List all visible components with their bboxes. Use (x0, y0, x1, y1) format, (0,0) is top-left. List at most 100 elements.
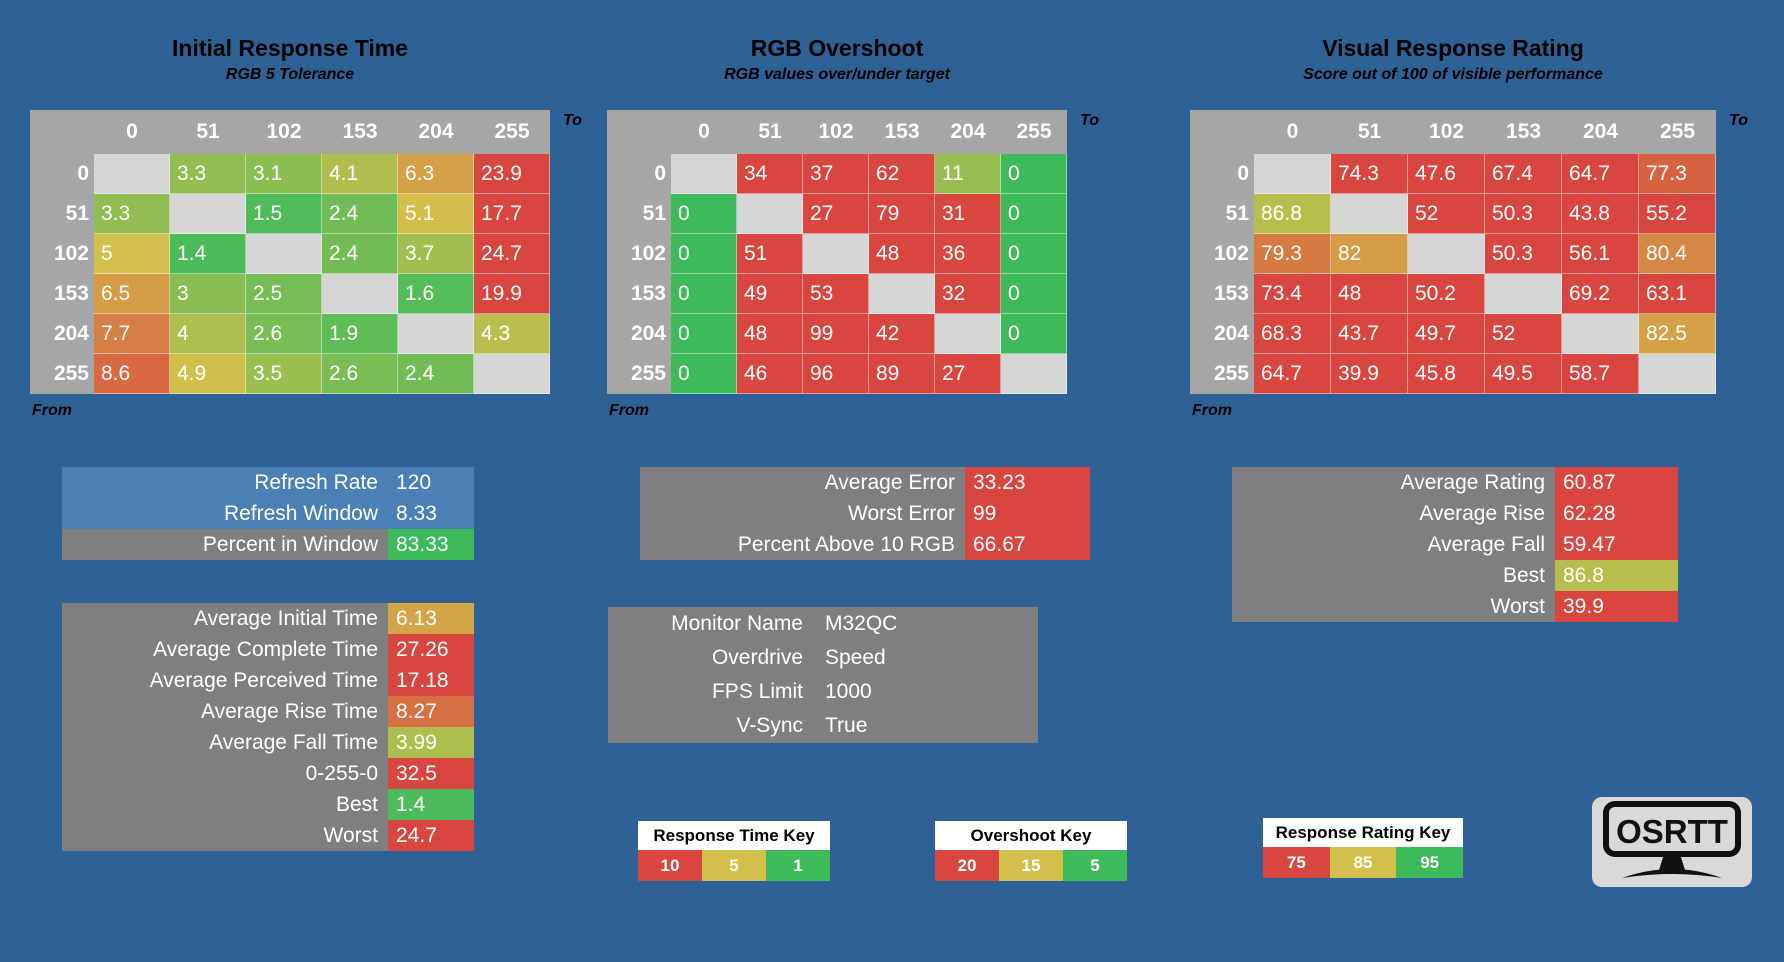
heatmap-cell: 0 (671, 314, 737, 354)
summary-label: Average Perceived Time (149, 668, 378, 692)
heatmap-cell (1001, 354, 1067, 394)
heatmap-cell: 0 (1001, 234, 1067, 274)
key-swatch: 10 (638, 850, 702, 881)
row-header: 51 (607, 194, 671, 234)
heatmap-cell: 79.3 (1254, 234, 1331, 274)
key-swatch: 85 (1329, 847, 1397, 878)
heatmap-cell (1562, 314, 1639, 354)
summary-row: Percent in Window 83.33 (62, 529, 474, 560)
summary-label: V-Sync (736, 714, 803, 737)
heatmap-cell: 0 (1001, 274, 1067, 314)
heatmap-cell (322, 274, 398, 314)
heatmap-cell: 0 (1001, 314, 1067, 354)
col-header: 0 (94, 110, 170, 154)
heatmap-cell: 82 (1331, 234, 1408, 274)
row-header: 102 (607, 234, 671, 274)
row-header: 0 (1190, 154, 1254, 194)
heatmap-cell: 49.5 (1485, 354, 1562, 394)
heatmap-cell (1485, 274, 1562, 314)
heatmap-cell: 23.9 (474, 154, 550, 194)
summary-row: Worst Error 99 (640, 498, 1090, 529)
heatmap-visual-response-rating: Visual Response Rating Score out of 100 … (1190, 26, 1748, 419)
heatmap-cell: 36 (935, 234, 1001, 274)
refresh-summary-panel: Refresh Rate 120 Refresh Window 8.33 Percent… (62, 467, 474, 560)
heatmap-rgb-overshoot: RGB Overshoot RGB values over/under targ… (607, 26, 1099, 419)
summary-value: M32QC (825, 612, 898, 635)
summary-row: Worst 24.7 (62, 820, 474, 851)
summary-label: Average Fall (1427, 532, 1545, 556)
col-header: 255 (474, 110, 550, 154)
axis-from-label: From (32, 402, 72, 419)
heatmap-cell: 73.4 (1254, 274, 1331, 314)
summary-value: 83.33 (388, 529, 474, 560)
heatmap-cell: 53 (803, 274, 869, 314)
summary-value: 62.28 (1555, 498, 1678, 529)
key-swatch: 95 (1396, 847, 1464, 878)
heatmap-cell: 1.9 (322, 314, 398, 354)
heatmap-cell: 86.8 (1254, 194, 1331, 234)
key-swatches: 20 15 5 (935, 850, 1127, 881)
heatmap-cell (671, 154, 737, 194)
table-title: Initial Response Time (171, 35, 409, 61)
axis-from-label: From (1192, 402, 1232, 419)
heatmap-cell: 5 (94, 234, 170, 274)
key-swatch: 5 (1063, 850, 1127, 881)
summary-label: Average Rise (1419, 501, 1545, 525)
axis-to-label: To (1080, 112, 1099, 129)
heatmap-cell: 96 (803, 354, 869, 394)
key-swatch: 15 (999, 850, 1063, 881)
col-header: 0 (1254, 110, 1331, 154)
summary-value: True (825, 714, 868, 737)
col-header: 204 (1562, 110, 1639, 154)
heatmap-cell (803, 234, 869, 274)
summary-row: Average Rise Time 8.27 (62, 696, 474, 727)
row-header: 204 (30, 314, 94, 354)
key-swatches: 75 85 95 (1263, 847, 1464, 878)
summary-value: 120 (396, 470, 432, 494)
heatmap-cell: 69.2 (1562, 274, 1639, 314)
summary-row: Best 86.8 (1232, 560, 1678, 591)
row-header: 204 (607, 314, 671, 354)
overshoot-summary-panel: Average Error 33.23 Worst Error 99 Percent A… (640, 467, 1090, 560)
summary-value: 17.18 (388, 665, 474, 696)
summary-value: 8.33 (396, 501, 437, 525)
heatmap-cell: 2.6 (246, 314, 322, 354)
summary-value: 27.26 (388, 634, 474, 665)
heatmap-cell: 50.3 (1485, 194, 1562, 234)
heatmap-cell: 31 (935, 194, 1001, 234)
heatmap-cell: 8.6 (94, 354, 170, 394)
heatmap-cell (474, 354, 550, 394)
heatmap-cell: 56.1 (1562, 234, 1639, 274)
heatmap-cell: 43.8 (1562, 194, 1639, 234)
summary-label: Refresh Window (223, 501, 378, 525)
summary-row: Average Perceived Time 17.18 (62, 665, 474, 696)
heatmap-cell: 3.3 (94, 194, 170, 234)
heatmap-cell: 4 (170, 314, 246, 354)
heatmap-cell (869, 274, 935, 314)
row-header: 255 (1190, 354, 1254, 394)
heatmap-cell: 4.9 (170, 354, 246, 394)
col-header: 51 (170, 110, 246, 154)
summary-label: Overdrive (711, 646, 803, 669)
heatmap-cell: 0 (1001, 154, 1067, 194)
heatmap-grid: 0 51 102 153 204 255 0 3.3 3.1 4.1 6.3 23.9 51 3.3 1.5… (30, 110, 550, 394)
summary-label: Average Complete Time (153, 637, 378, 661)
heatmap-cell: 50.3 (1485, 234, 1562, 274)
heatmap-cell: 19.9 (474, 274, 550, 314)
logo-text: OSRTT (1616, 813, 1728, 850)
heatmap-cell: 45.8 (1408, 354, 1485, 394)
heatmap-cell: 2.4 (322, 194, 398, 234)
row-header: 153 (30, 274, 94, 314)
row-header: 102 (1190, 234, 1254, 274)
heatmap-cell: 17.7 (474, 194, 550, 234)
axis-to-label: To (563, 112, 582, 129)
col-header: 153 (1485, 110, 1562, 154)
heatmap-cell: 48 (1331, 274, 1408, 314)
heatmap-cell: 80.4 (1639, 234, 1716, 274)
heatmap-cell: 2.5 (246, 274, 322, 314)
heatmap-cell: 4.3 (474, 314, 550, 354)
heatmap-cell: 11 (935, 154, 1001, 194)
col-header: 51 (1331, 110, 1408, 154)
heatmap-cell: 46 (737, 354, 803, 394)
